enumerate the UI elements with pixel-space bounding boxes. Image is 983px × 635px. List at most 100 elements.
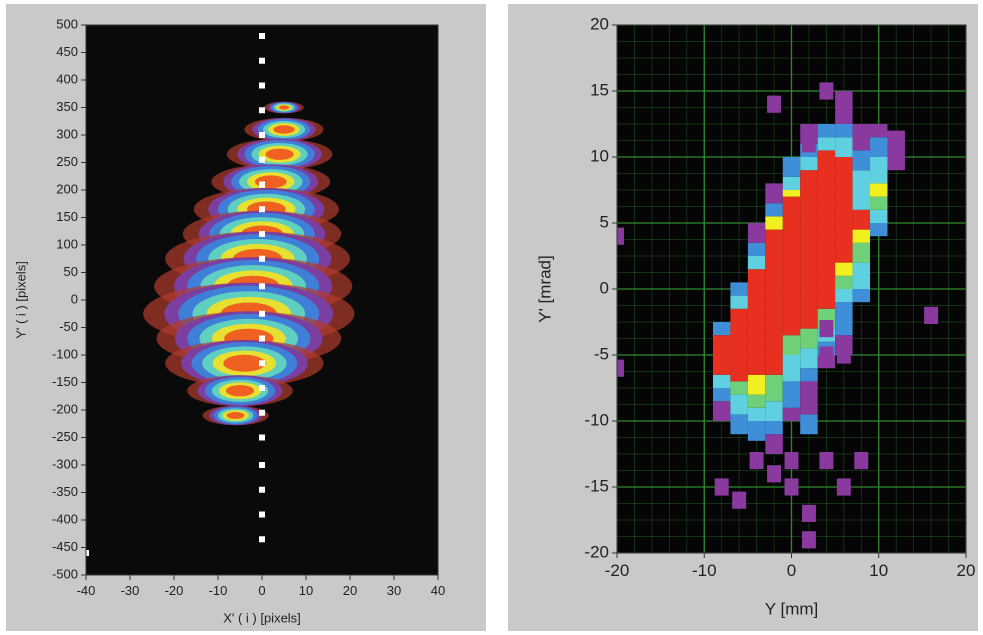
cell-strip <box>835 137 853 157</box>
y-tick-label: -20 <box>584 542 609 561</box>
cell-strip <box>870 137 888 157</box>
cell-strip <box>835 157 853 263</box>
marker <box>259 33 265 39</box>
y-tick-label: 300 <box>56 126 78 141</box>
cell <box>819 82 834 100</box>
cell-strip <box>712 335 731 375</box>
cell-strip <box>835 289 853 303</box>
beamlet <box>223 354 266 372</box>
marker <box>259 107 265 114</box>
x-tick-label: -10 <box>692 561 717 580</box>
cell-strip <box>800 170 818 329</box>
x-tick-label: -10 <box>209 583 228 598</box>
cell-strip <box>712 401 731 421</box>
cell <box>617 227 624 245</box>
cell-strip <box>747 269 766 375</box>
marker <box>259 283 265 290</box>
beamlet <box>278 105 290 110</box>
marker <box>259 409 265 416</box>
cell-strip <box>852 262 871 289</box>
cell-strip <box>747 242 766 256</box>
cell-strip <box>712 322 731 336</box>
marker <box>259 462 265 468</box>
plot-content <box>617 25 966 553</box>
cell-strip <box>765 401 783 421</box>
cell-strip <box>800 414 818 435</box>
cell-strip <box>870 183 888 197</box>
marker <box>259 360 265 367</box>
cell-strip <box>782 157 801 177</box>
cell-strip <box>852 229 871 243</box>
y-tick-label: -400 <box>52 511 78 526</box>
cell-strip <box>730 414 748 435</box>
cell-strip <box>782 190 801 197</box>
cell-strip <box>800 368 818 382</box>
cell <box>767 465 782 483</box>
marker <box>259 132 265 138</box>
y-tick-label: 250 <box>56 154 78 169</box>
y-tick-label: -150 <box>52 374 78 389</box>
y-tick-label: -100 <box>52 346 78 361</box>
cell-strip <box>782 176 801 190</box>
cell-strip <box>852 242 871 263</box>
beamlet <box>226 411 245 420</box>
marker <box>259 385 265 391</box>
cell-strip <box>852 209 871 230</box>
y-tick-label: -15 <box>584 476 609 495</box>
cell-strip <box>782 407 801 421</box>
x-tick-label: 10 <box>869 561 888 580</box>
y-tick-label: -250 <box>52 429 78 444</box>
cell-strip <box>712 374 731 388</box>
cell-strip <box>747 223 766 243</box>
cell-strip <box>800 157 818 171</box>
x-axis-label: X' ( i ) [pixels] <box>223 610 301 625</box>
marker <box>259 511 265 518</box>
y-tick-label: -200 <box>52 401 78 416</box>
cell-strip <box>730 308 748 382</box>
cell-strip <box>747 421 766 441</box>
cell-strip <box>800 328 818 349</box>
cell <box>617 359 624 377</box>
y-tick-label: -10 <box>584 410 609 429</box>
cell-strip <box>765 203 783 217</box>
x-tick-label: 20 <box>957 561 976 580</box>
y-tick-label: 50 <box>64 264 78 279</box>
beamlet <box>273 125 295 134</box>
cell-strip <box>782 355 801 382</box>
y-tick-label: -500 <box>52 566 78 581</box>
cell <box>854 452 869 470</box>
cell-strip <box>852 289 871 303</box>
y-tick-label: 20 <box>590 14 609 33</box>
cell-strip <box>870 124 888 138</box>
x-axis-label: Y [mm] <box>765 599 819 618</box>
beamlet <box>265 148 294 160</box>
marker <box>259 231 265 237</box>
cell-strip <box>870 209 888 223</box>
cell-strip <box>852 170 871 210</box>
cell-strip <box>852 150 871 171</box>
marker <box>259 255 265 262</box>
cell <box>819 346 834 364</box>
y-tick-label: -450 <box>52 539 78 554</box>
cell <box>819 320 834 338</box>
cell-strip <box>765 421 783 435</box>
cell-strip <box>765 216 783 230</box>
x-tick-label: -40 <box>77 583 96 598</box>
cell-strip <box>835 91 853 124</box>
marker <box>259 82 265 89</box>
cell <box>801 504 816 522</box>
y-tick-label: 5 <box>600 212 609 231</box>
cell-strip <box>835 262 853 276</box>
y-tick-label: 400 <box>56 71 78 86</box>
cell-strip <box>852 124 871 151</box>
y-tick-label: 350 <box>56 99 78 114</box>
cell <box>732 491 747 509</box>
x-tick-label: 0 <box>787 561 796 580</box>
marker <box>259 310 265 317</box>
cell <box>784 478 799 496</box>
marker <box>259 206 265 213</box>
marker <box>86 550 89 556</box>
cell-strip <box>870 223 888 237</box>
cell <box>801 531 816 549</box>
marker <box>259 486 265 493</box>
